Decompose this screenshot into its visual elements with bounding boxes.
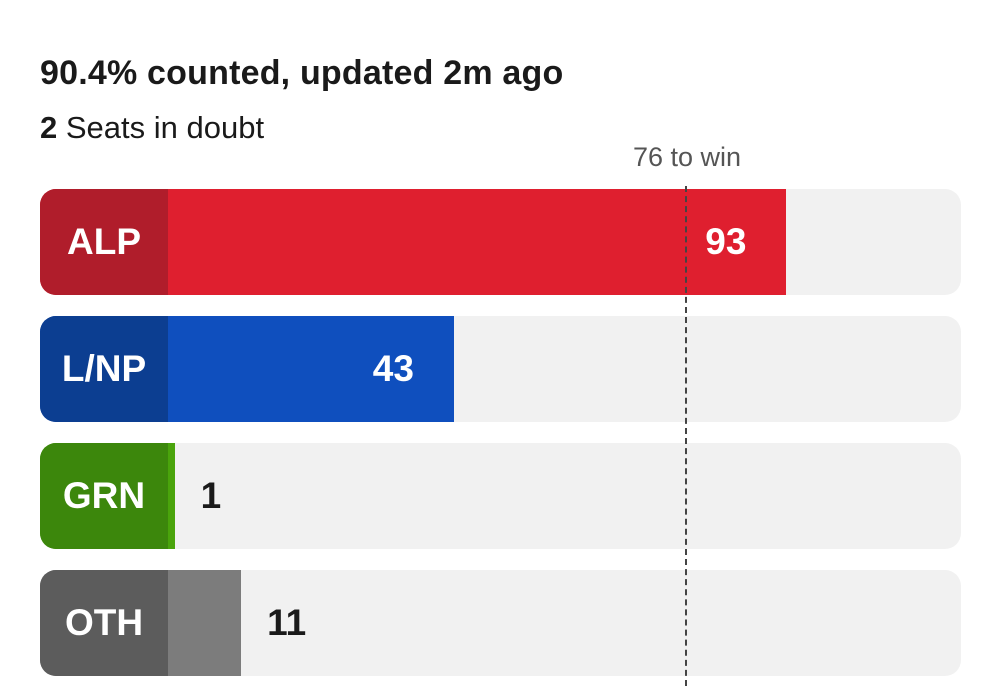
seat-count-alp: 93	[705, 221, 747, 262]
seats-in-doubt-label: Seats in doubt	[65, 110, 265, 145]
bar-row-alp: ALP 93	[40, 189, 961, 295]
count-status-heading: 90.4% counted, updated 2m ago	[40, 54, 564, 92]
seat-count-l-np: 43	[372, 348, 414, 389]
majority-line	[685, 186, 688, 686]
seat-count-oth: 11	[267, 602, 307, 643]
bar-row-grn: GRN 1	[40, 443, 961, 549]
majority-label: 76 to win	[632, 142, 742, 172]
party-label-grn: GRN	[40, 443, 168, 549]
party-label-alp: ALP	[40, 189, 168, 295]
bar-row-oth: OTH 11	[40, 570, 961, 676]
seats-in-doubt-count: 2	[40, 110, 58, 145]
party-label-oth: OTH	[40, 570, 168, 676]
bar-row-l-np: L/NP 43	[40, 316, 961, 422]
seats-in-doubt: 2 Seats in doubt	[40, 110, 264, 146]
seat-count-grn: 1	[200, 475, 222, 516]
party-label-l-np: L/NP	[40, 316, 168, 422]
